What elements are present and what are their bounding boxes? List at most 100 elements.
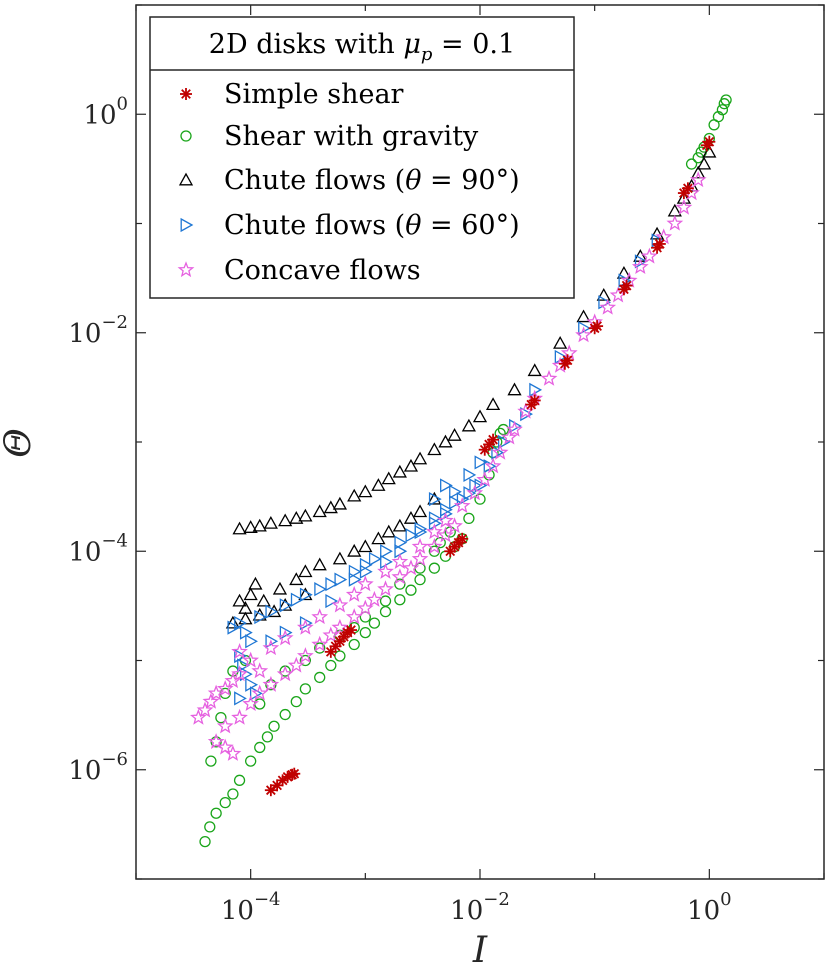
data-point [402, 559, 420, 576]
data-point [405, 528, 419, 543]
data-point [205, 755, 217, 767]
data-point [507, 382, 522, 396]
data-point [210, 807, 222, 819]
data-point [261, 731, 274, 743]
data-point [381, 524, 396, 538]
data-point [649, 226, 665, 240]
data-point [414, 573, 426, 586]
data-point [299, 683, 312, 695]
x-tick-label: 100 [687, 889, 732, 926]
data-point [311, 635, 329, 652]
legend-marker [180, 217, 194, 233]
data-point [348, 572, 362, 587]
data-point [256, 593, 271, 607]
legend-title: 2D disks with μp = 0.1 [209, 29, 515, 65]
data-point [666, 214, 684, 231]
y-tick-label: 10−2 [68, 312, 128, 349]
data-point [312, 557, 327, 571]
data-point [689, 171, 707, 188]
data-point [681, 182, 694, 195]
data-point [298, 587, 313, 601]
data-point [463, 467, 477, 482]
data-point [276, 665, 294, 682]
y-tick-label: 10−6 [68, 749, 128, 786]
data-point [476, 471, 494, 487]
data-point [634, 254, 648, 269]
data-point [296, 647, 314, 664]
data-point [299, 587, 313, 602]
data-point [394, 594, 406, 606]
data-point [720, 94, 732, 106]
data-point [702, 144, 717, 158]
data-point [245, 634, 259, 649]
data-point [703, 135, 716, 148]
data-point [347, 543, 362, 557]
data-point [243, 520, 258, 533]
data-point [472, 409, 488, 423]
data-point [299, 654, 312, 667]
data-point [216, 680, 234, 696]
data-point [265, 604, 279, 619]
data-point [234, 648, 247, 664]
data-point [620, 279, 633, 292]
data-point [640, 247, 658, 264]
data-point [696, 156, 712, 170]
data-point [412, 504, 428, 518]
data-point [232, 521, 247, 535]
x-axis-label: I [472, 930, 488, 971]
data-point [359, 564, 373, 579]
data-point [231, 665, 248, 682]
data-point [368, 617, 381, 629]
data-point [204, 821, 216, 833]
data-point [215, 711, 227, 724]
data-point [366, 590, 383, 607]
data-point [314, 582, 328, 597]
data-point [466, 484, 484, 501]
legend-marker [180, 88, 192, 100]
data-point [392, 464, 407, 478]
data-point [653, 237, 666, 250]
y-tick-label: 10−4 [68, 530, 128, 567]
data-point [377, 562, 394, 579]
data-point [394, 535, 408, 550]
data-point [497, 423, 510, 436]
data-point [463, 512, 475, 525]
legend-label-chute-90: Chute flows (θ = 90°) [224, 165, 520, 196]
data-point [576, 309, 591, 323]
data-point [357, 575, 374, 592]
data-point [491, 443, 509, 460]
data-point [500, 428, 518, 445]
data-point [332, 551, 347, 565]
data-point [325, 577, 339, 592]
data-point [414, 524, 428, 540]
data-point [248, 576, 263, 590]
data-point [245, 755, 257, 767]
data-point [196, 701, 214, 718]
legend-markers [177, 88, 195, 278]
data-point [428, 545, 441, 557]
data-point [371, 531, 386, 545]
data-point [272, 581, 288, 595]
data-point [290, 696, 302, 708]
data-point [227, 620, 241, 635]
data-point [263, 516, 278, 529]
data-point [440, 478, 453, 493]
data-point [591, 320, 604, 333]
data-point [298, 508, 313, 522]
legend-label-shear-with-gravity: Shear with gravity [224, 121, 479, 152]
data-point [575, 326, 592, 343]
data-point [251, 684, 269, 701]
data-point [437, 526, 454, 543]
data-point [268, 720, 280, 732]
data-point [254, 741, 266, 754]
data-point [314, 671, 326, 684]
data-point [692, 152, 704, 164]
data-point [207, 684, 225, 701]
data-point [427, 491, 442, 505]
data-point [377, 580, 394, 597]
legend-marker [177, 261, 195, 278]
y-tick-label: 100 [83, 93, 128, 130]
data-point [358, 539, 373, 553]
data-point [691, 165, 706, 179]
data-point [379, 595, 392, 607]
